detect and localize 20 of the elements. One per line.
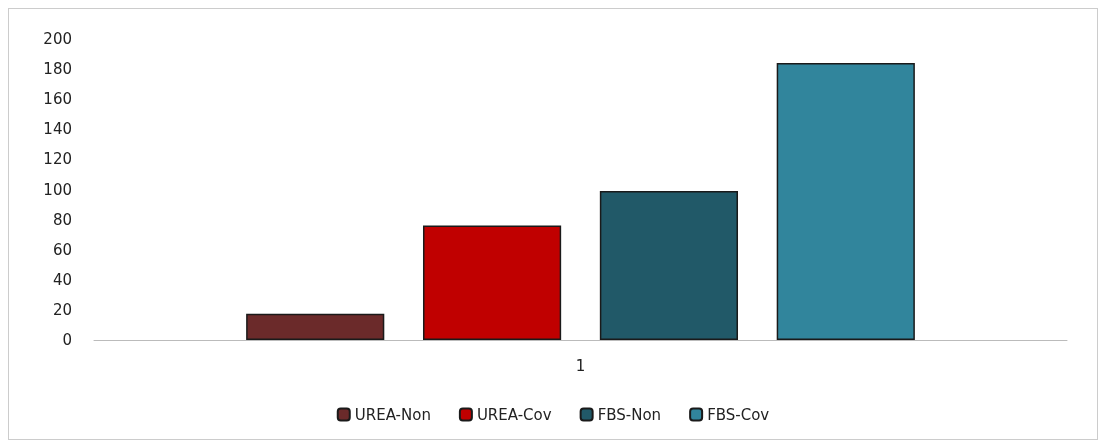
y-tick-label: 200 (43, 30, 72, 48)
y-tick-label: 160 (43, 90, 72, 109)
y-tick-label: 140 (43, 120, 72, 139)
y-tick-label: 100 (43, 180, 72, 199)
bar (776, 63, 915, 340)
y-tick-label: 0 (62, 331, 72, 349)
y-tick-label: 60 (52, 240, 72, 259)
y-tick-label: 40 (52, 270, 72, 289)
legend-label: UREA-Cov (476, 405, 552, 424)
legend-label: FBS-Cov (707, 405, 770, 424)
y-tick-label: 20 (52, 300, 72, 319)
y-tick-label: 120 (43, 150, 72, 169)
y-tick-label: 80 (52, 210, 72, 229)
legend-label: UREA-Non (354, 405, 431, 424)
legend-label: FBS-Non (597, 405, 662, 424)
x-tick-label: 1 (575, 356, 586, 375)
bar (599, 191, 739, 340)
y-tick-label: 180 (43, 60, 72, 79)
bar (246, 313, 385, 340)
bar (422, 225, 562, 340)
